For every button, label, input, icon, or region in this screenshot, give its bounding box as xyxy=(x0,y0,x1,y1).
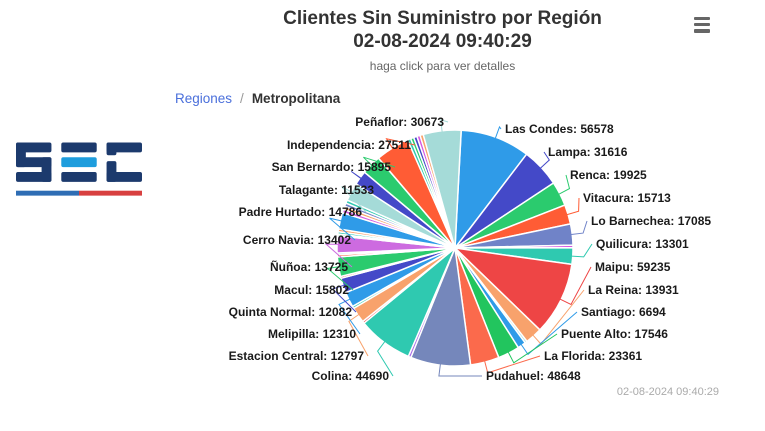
pie-slice-label[interactable]: Colina: 44690 xyxy=(312,369,390,383)
sec-logo xyxy=(16,142,142,196)
breadcrumb: Regiones / Metropolitana xyxy=(175,91,340,106)
label-connector xyxy=(350,170,379,191)
label-connector xyxy=(326,266,354,291)
label-connector xyxy=(494,125,502,139)
pie-slice-label[interactable]: Quilicura: 13301 xyxy=(596,237,689,251)
pie-slice-label[interactable]: San Bernardo: 15895 xyxy=(272,160,392,174)
label-connector xyxy=(348,314,369,357)
pie-slice-label[interactable]: Renca: 19925 xyxy=(570,168,647,182)
pie-slice-label[interactable]: Las Condes: 56578 xyxy=(505,122,614,136)
label-connector xyxy=(376,341,394,377)
logo-underline-blue xyxy=(16,190,79,196)
pie-slice-label[interactable]: Vitacura: 15713 xyxy=(583,191,671,205)
label-connector xyxy=(438,364,482,377)
pie-slice-label[interactable]: Cerro Navia: 13402 xyxy=(243,233,351,247)
sec-logo-letters xyxy=(16,142,142,182)
label-connector xyxy=(571,243,593,258)
pie-slice-label[interactable]: Estacion Central: 12797 xyxy=(229,349,365,363)
label-connector xyxy=(571,220,588,235)
label-connector xyxy=(507,333,558,364)
label-connector xyxy=(484,355,541,374)
pie-slice-label[interactable]: La Reina: 13931 xyxy=(588,283,679,297)
breadcrumb-current-region: Metropolitana xyxy=(251,91,341,106)
pie-slice-label[interactable]: Pudahuel: 48648 xyxy=(486,369,581,383)
label-connector xyxy=(331,284,357,313)
label-connector xyxy=(324,243,353,268)
pie-slice-label[interactable]: Puente Alto: 17546 xyxy=(561,327,668,341)
pie-slice-label[interactable]: Lo Barnechea: 17085 xyxy=(591,214,711,228)
label-connector xyxy=(338,298,361,335)
label-connector xyxy=(520,311,578,356)
pie-slice-label[interactable]: Padre Hurtado: 14786 xyxy=(239,205,363,219)
pie-slice-label[interactable]: Maipu: 59235 xyxy=(595,260,671,274)
label-connector xyxy=(558,174,571,195)
chart-title-datetime: 02-08-2024 09:40:29 xyxy=(353,31,532,52)
hamburger-icon xyxy=(694,17,710,21)
label-connector xyxy=(329,217,356,241)
pie-slice-label[interactable]: La Florida: 23361 xyxy=(544,349,642,363)
pie-slice-label[interactable]: Peñaflor: 30673 xyxy=(355,115,444,129)
label-connector xyxy=(341,186,367,213)
label-connector xyxy=(566,197,580,216)
label-connector xyxy=(559,266,592,306)
chart-title-line1: Clientes Sin Suministro por Región xyxy=(283,8,602,29)
pie-slice-label[interactable]: Quinta Normal: 12082 xyxy=(229,305,353,319)
timestamp-watermark: 02-08-2024 09:40:29 xyxy=(616,386,719,398)
chart-header: Clientes Sin Suministro por Región 02-08… xyxy=(120,7,765,73)
pie-slice-label[interactable]: Macul: 15802 xyxy=(274,283,349,297)
logo-underline-red xyxy=(79,190,142,196)
breadcrumb-regiones[interactable]: Regiones xyxy=(175,91,233,106)
chart-subtitle: haga click para ver detalles xyxy=(369,59,516,73)
label-connector xyxy=(540,151,550,169)
label-connector xyxy=(385,137,416,150)
label-connector xyxy=(363,156,396,168)
pie-slice-label[interactable]: Ñuñoa: 13725 xyxy=(270,259,348,274)
chart-context-menu-button[interactable] xyxy=(694,17,714,35)
breadcrumb-separator: / xyxy=(240,91,244,106)
pie-slice-label[interactable]: Independencia: 27511 xyxy=(287,138,411,152)
label-connector xyxy=(440,119,449,132)
pie-slice-label[interactable]: Melipilla: 12310 xyxy=(268,327,356,341)
pie-slice-label[interactable]: Santiago: 6694 xyxy=(581,305,666,319)
pie-slice-label[interactable]: Lampa: 31616 xyxy=(548,145,628,159)
chart-title: Clientes Sin Suministro por Región 02-08… xyxy=(120,7,765,53)
pie-slice-label[interactable]: Talagante: 11533 xyxy=(279,183,374,197)
